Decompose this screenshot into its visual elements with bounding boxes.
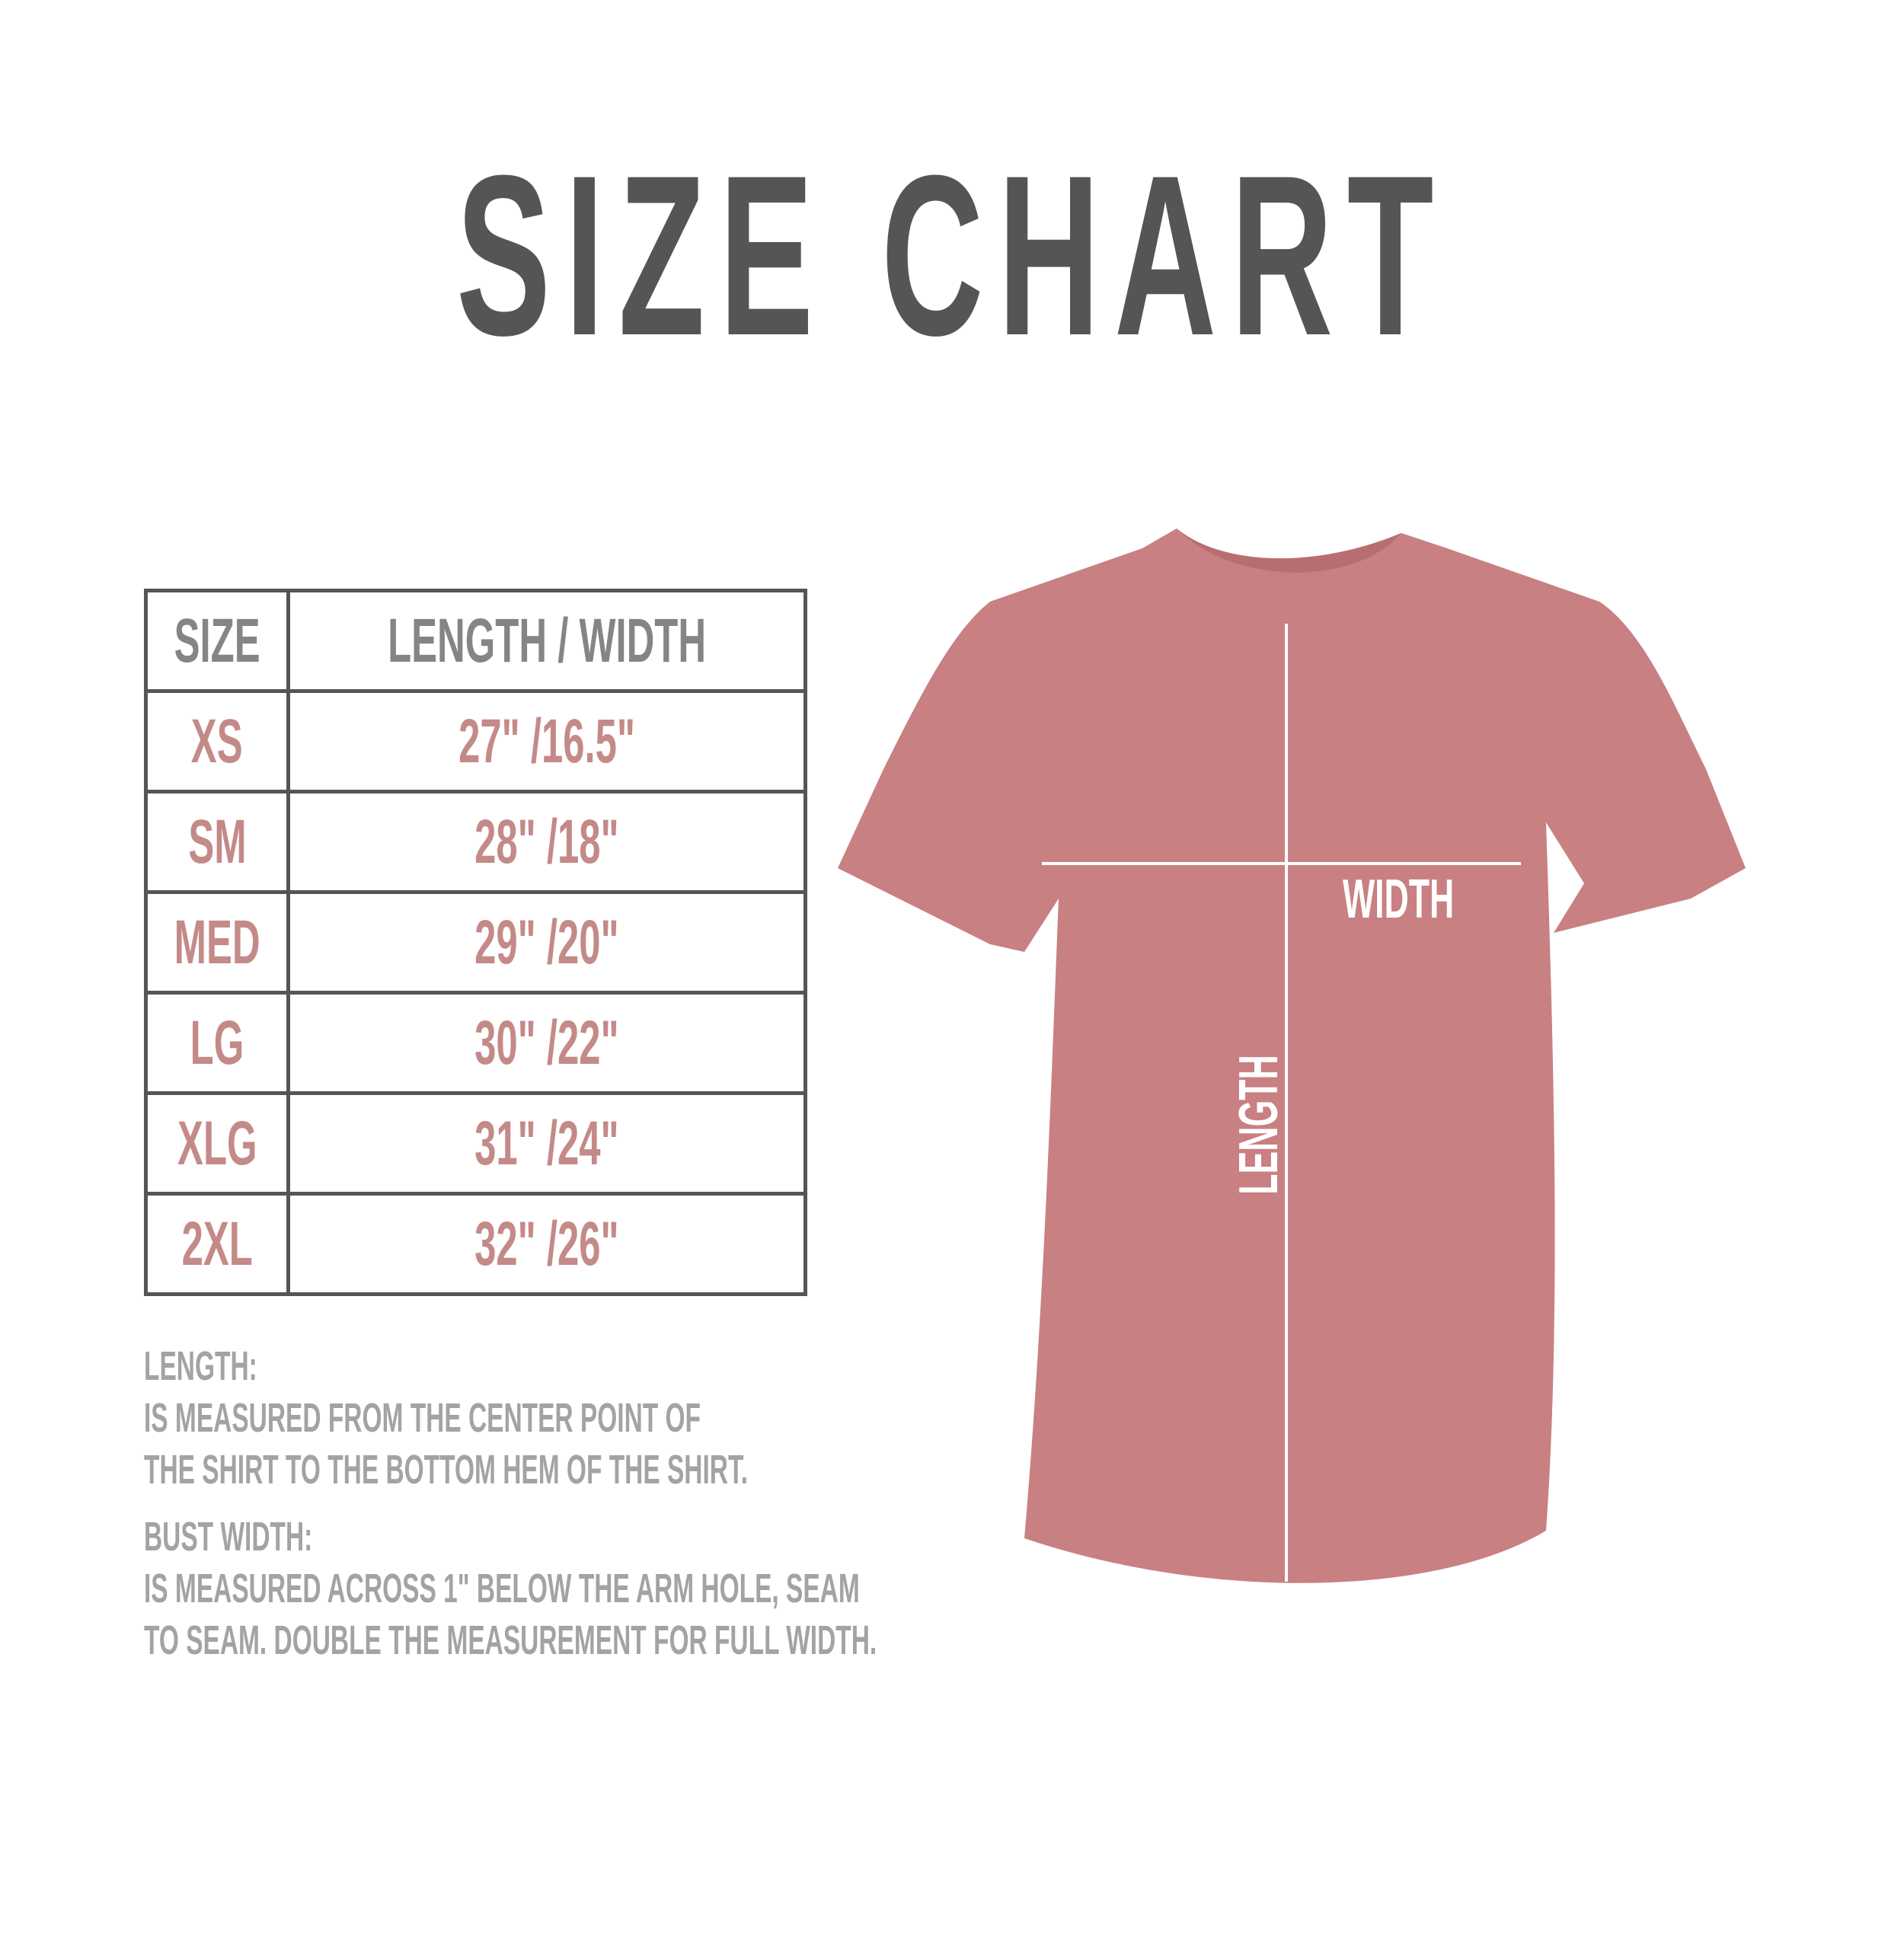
tshirt-shape	[838, 528, 1746, 1583]
size-cell: MED	[143, 890, 291, 995]
measure-cell: 29" /20"	[286, 890, 808, 995]
measure-cell: 27" /16.5"	[286, 689, 808, 793]
table-row: LG 30" /22"	[143, 991, 808, 1095]
width-note-line: TO SEAM. DOUBLE THE MEASUREMENT FOR FULL…	[144, 1617, 877, 1663]
size-cell: 2XL	[143, 1192, 291, 1296]
size-table: SIZE LENGTH / WIDTH XS 27" /16.5" SM 28" /…	[143, 589, 808, 1296]
length-note-line: THE SHIRT TO THE BOTTOM HEM OF THE SHIRT…	[144, 1447, 748, 1493]
header-length-width: LENGTH / WIDTH	[286, 589, 808, 693]
table-row: 2XL 32" /26"	[143, 1192, 808, 1296]
size-cell: LG	[143, 991, 291, 1095]
measure-cell: 28" /18"	[286, 790, 808, 894]
measure-cell: 31" /24"	[286, 1091, 808, 1196]
width-note: BUST WIDTH: IS MEASURED ACROSS 1" BELOW …	[144, 1511, 1210, 1666]
width-note-heading: BUST WIDTH:	[144, 1514, 313, 1560]
length-note-line: IS MEASURED FROM THE CENTER POINT OF	[144, 1395, 701, 1441]
measure-cell: 32" /26"	[286, 1192, 808, 1296]
size-cell: SM	[143, 790, 291, 894]
measure-cell: 30" /22"	[286, 991, 808, 1095]
table-row: XS 27" /16.5"	[143, 689, 808, 793]
size-cell: XLG	[143, 1091, 291, 1196]
length-note-heading: LENGTH:	[144, 1343, 257, 1389]
length-note: LENGTH: IS MEASURED FROM THE CENTER POIN…	[144, 1340, 1210, 1496]
tshirt-collar	[1177, 528, 1401, 573]
length-label: LENGTH	[1228, 1055, 1289, 1195]
header-size: SIZE	[143, 589, 291, 693]
width-note-line: IS MEASURED ACROSS 1" BELOW THE ARM HOLE…	[144, 1566, 860, 1611]
table-row: XLG 31" /24"	[143, 1091, 808, 1196]
table-row: MED 29" /20"	[143, 890, 808, 995]
tshirt-illustration	[838, 528, 1746, 1583]
size-cell: XS	[143, 689, 291, 793]
table-row: SM 28" /18"	[143, 790, 808, 894]
table-header-row: SIZE LENGTH / WIDTH	[143, 589, 808, 693]
width-label: WIDTH	[1343, 869, 1455, 930]
page-title: SIZE CHART	[456, 127, 1448, 383]
